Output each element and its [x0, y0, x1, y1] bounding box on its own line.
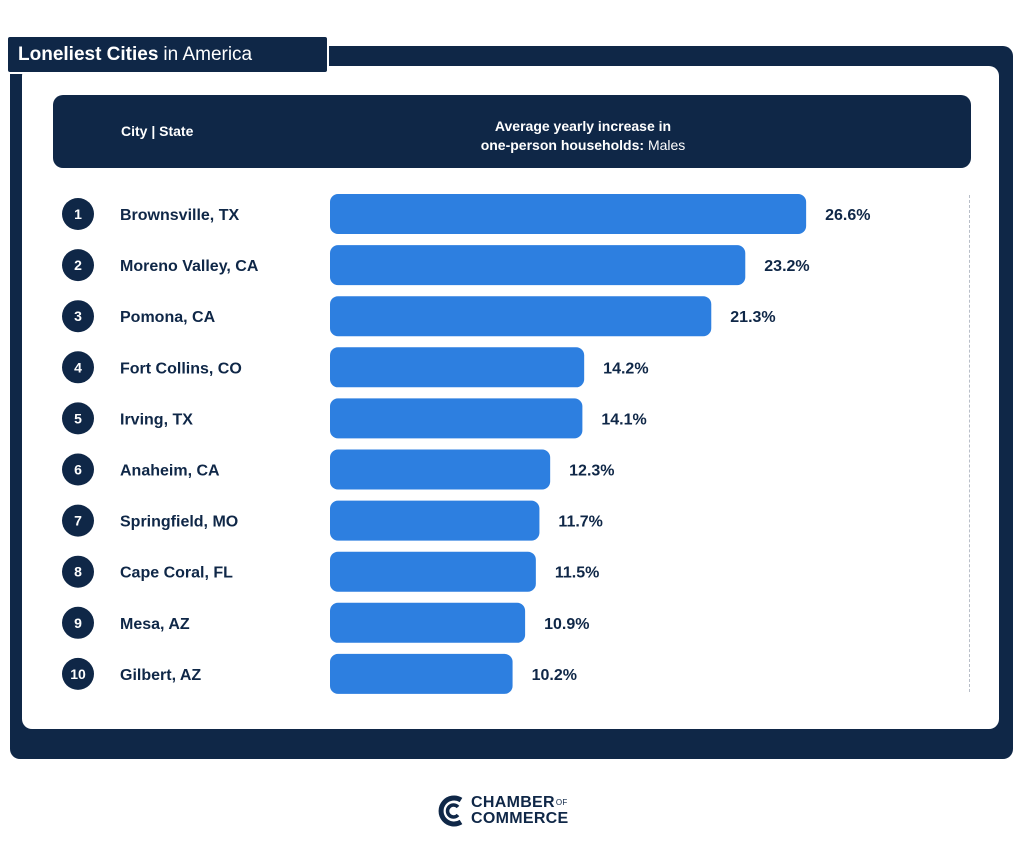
rank-number: 10: [70, 666, 86, 682]
city-label: Springfield, MO: [120, 514, 238, 531]
rank-number: 8: [74, 564, 82, 580]
rank-number: 9: [74, 615, 82, 631]
metric-column-header: Average yearly increase in one-person ho…: [448, 117, 718, 155]
logo-of: OF: [555, 798, 568, 807]
city-label: Anaheim, CA: [120, 463, 220, 480]
city-label: Moreno Valley, CA: [120, 258, 259, 275]
rank-number: 5: [74, 410, 82, 426]
bar: [330, 500, 540, 541]
logo-wordmark: CHAMBEROF COMMERCE: [471, 795, 569, 827]
reference-line: [969, 195, 970, 692]
value-label: 11.7%: [558, 514, 602, 531]
rank-number: 1: [74, 206, 82, 222]
value-label: 10.9%: [544, 616, 589, 633]
city-label: Brownsville, TX: [120, 207, 239, 224]
chart-title-bold: Loneliest Cities: [18, 43, 159, 65]
bar: [330, 194, 807, 234]
logo-line2: COMMERCE: [471, 810, 569, 827]
bar: [330, 449, 551, 490]
logo-line1: CHAMBER: [471, 794, 555, 811]
rank-badge: [62, 504, 94, 537]
value-label: 11.5%: [555, 565, 599, 582]
rank-number: 2: [74, 257, 82, 273]
chamber-of-commerce-logo: CHAMBEROF COMMERCE: [437, 793, 597, 829]
bar: [330, 398, 583, 439]
city-label: Fort Collins, CO: [120, 360, 242, 377]
value-label: 23.2%: [764, 258, 809, 275]
rank-badge: [62, 453, 94, 486]
bar: [330, 653, 513, 694]
value-label: 14.2%: [603, 360, 648, 377]
bar: [330, 551, 536, 592]
city-label: Mesa, AZ: [120, 616, 190, 633]
value-label: 12.3%: [569, 463, 614, 480]
rank-number: 4: [74, 359, 82, 375]
rank-badge: [62, 198, 94, 230]
bar: [330, 296, 712, 337]
chart-title: Loneliest Cities in America: [6, 35, 329, 74]
metric-header-line1: Average yearly increase in: [494, 118, 672, 134]
bar-chart: 1 Brownsville, TX 26.6% 2 Moreno Valley, CA 2…: [62, 194, 871, 694]
metric-header-line2-rest: Males: [647, 137, 686, 153]
rank-badge: [62, 249, 94, 282]
city-label: Cape Coral, FL: [120, 565, 233, 582]
metric-header-line2-bold: one-person households:: [480, 137, 645, 153]
chamber-logo-icon: [438, 795, 463, 827]
city-column-header: City | State: [121, 123, 194, 139]
bar: [330, 245, 746, 286]
city-label: Pomona, CA: [120, 309, 216, 326]
rank-badge: [62, 300, 94, 333]
rank-number: 3: [74, 308, 82, 324]
bar: [330, 347, 585, 388]
rank-number: 7: [74, 513, 82, 529]
table-header: City | State Average yearly increase in …: [53, 95, 971, 168]
rank-badge: [62, 555, 94, 588]
rank-badge: [62, 657, 94, 690]
value-label: 21.3%: [730, 309, 775, 326]
rank-badge: [62, 606, 94, 639]
chart-title-rest: in America: [163, 43, 253, 65]
bar: [330, 602, 526, 643]
rank-badge: [62, 402, 94, 435]
city-label: Irving, TX: [120, 411, 193, 428]
rank-badge: [62, 351, 94, 384]
value-label: 10.2%: [532, 667, 577, 684]
value-label: 14.1%: [601, 411, 646, 428]
city-label: Gilbert, AZ: [120, 667, 201, 684]
rank-number: 6: [74, 462, 82, 478]
value-label: 26.6%: [825, 207, 870, 224]
